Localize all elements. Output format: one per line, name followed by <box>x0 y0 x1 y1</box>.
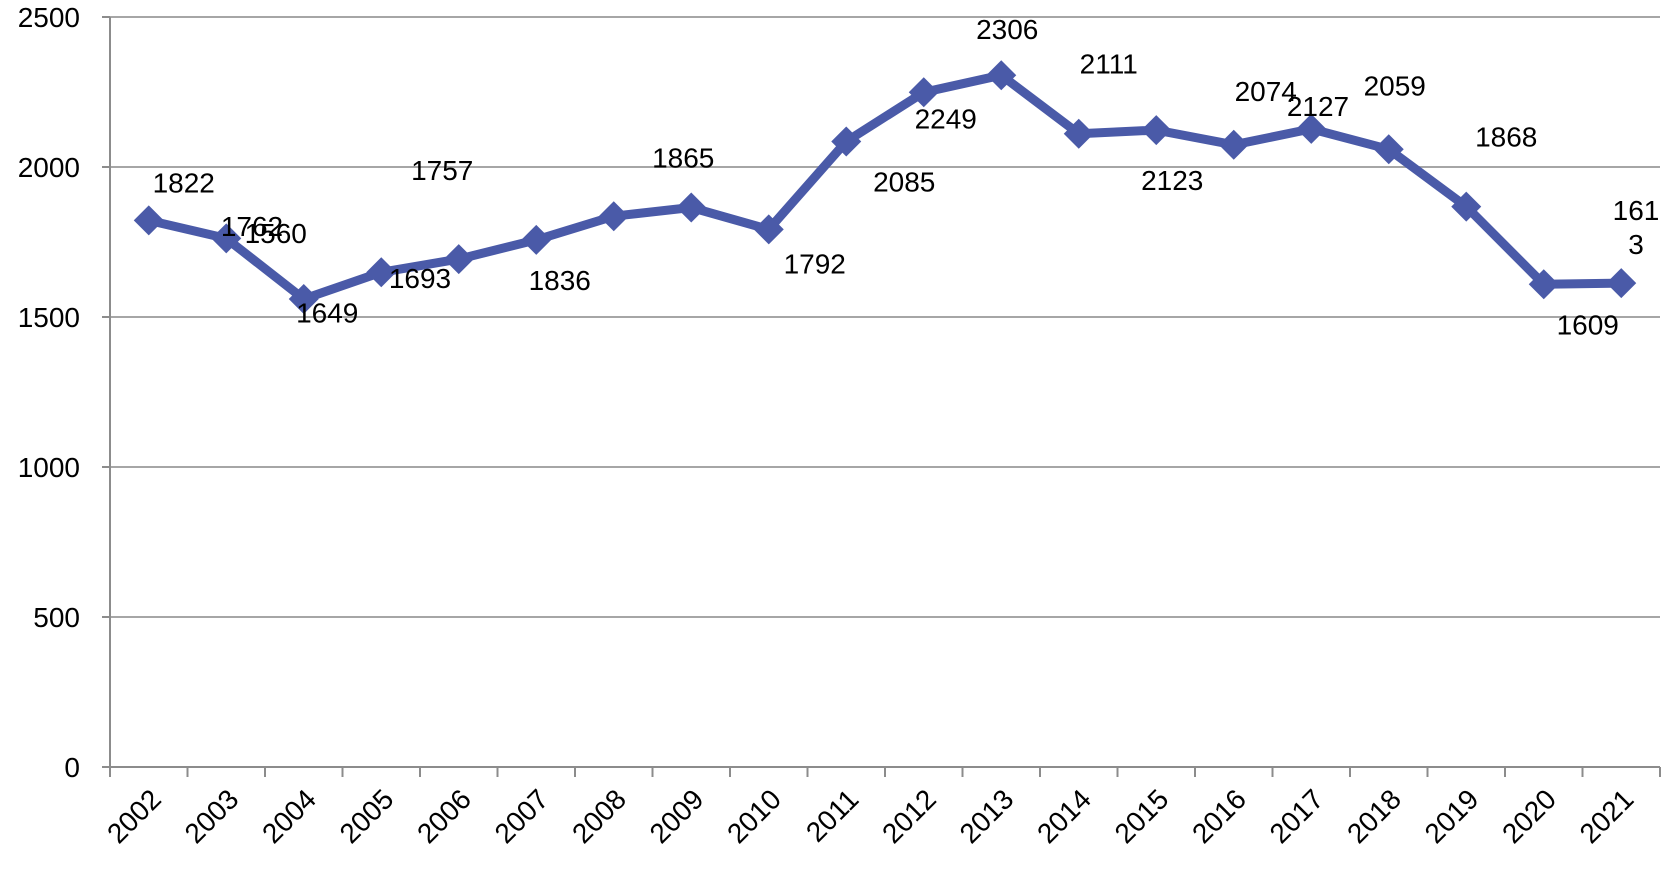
y-tick-label: 0 <box>64 752 80 783</box>
data-point-marker <box>676 192 707 223</box>
data-label: 2123 <box>1141 165 1203 196</box>
data-label: 2074 <box>1235 76 1297 107</box>
data-point-marker <box>366 257 397 288</box>
x-tick-label: 2013 <box>954 783 1020 849</box>
data-label: 1822 <box>153 167 215 198</box>
x-tick-label: 2010 <box>721 783 787 849</box>
x-tick-label: 2015 <box>1109 783 1175 849</box>
data-label: 1609 <box>1557 309 1619 340</box>
data-label: 2306 <box>976 14 1038 45</box>
x-tick-label: 2014 <box>1031 783 1097 849</box>
data-point-marker <box>831 126 862 157</box>
x-tick-label: 2020 <box>1496 783 1562 849</box>
y-tick-label: 1500 <box>18 302 80 333</box>
y-tick-label: 2500 <box>18 2 80 33</box>
x-tick-label: 2018 <box>1341 783 1407 849</box>
y-tick-label: 1000 <box>18 452 80 483</box>
data-point-marker <box>1063 118 1094 149</box>
x-tick-label: 2016 <box>1186 783 1252 849</box>
data-point-marker <box>1218 129 1249 160</box>
x-tick-label: 2002 <box>101 783 167 849</box>
data-label: 161 3 <box>1613 195 1660 260</box>
x-tick-label: 2012 <box>876 783 942 849</box>
data-label-line: 161 <box>1613 195 1660 226</box>
x-axis-ticks: 2002 2003 2004 2005 2006 2007 2008 2009 2010 2011… <box>101 767 1661 849</box>
data-label: 2059 <box>1364 70 1426 101</box>
series-group <box>133 60 1637 314</box>
data-point-marker <box>1141 115 1172 146</box>
data-point-marker <box>986 60 1017 91</box>
x-tick-label: 2007 <box>489 783 555 849</box>
data-point-marker <box>598 201 629 232</box>
y-tick-label: 500 <box>33 602 80 633</box>
series-line <box>144 70 1626 304</box>
x-tick-label: 2011 <box>800 783 865 848</box>
x-tick-label: 2006 <box>411 783 477 849</box>
data-point-marker <box>1606 268 1637 299</box>
data-point-marker <box>521 224 552 255</box>
data-point-marker <box>133 205 164 236</box>
x-tick-label: 2003 <box>179 783 245 849</box>
y-axis-ticks: 0 500 1000 1500 2000 2500 <box>18 2 110 783</box>
data-label: 1693 <box>389 263 451 294</box>
x-tick-label: 2019 <box>1419 783 1485 849</box>
x-tick-label: 2008 <box>566 783 632 849</box>
data-point-marker <box>908 77 939 108</box>
data-point-marker <box>443 244 474 275</box>
gridlines <box>110 16 1660 618</box>
x-tick-label: 2021 <box>1574 783 1640 849</box>
data-point-marker <box>753 214 784 245</box>
data-label: 1762 <box>221 211 283 242</box>
y-tick-label: 2000 <box>18 152 80 183</box>
data-label: 2127 <box>1287 91 1349 122</box>
data-point-marker <box>1296 113 1327 144</box>
data-label: 2111 <box>1080 49 1138 80</box>
data-label: 1560 <box>245 218 307 249</box>
x-tick-label: 2004 <box>256 783 322 849</box>
data-label: 1757 <box>411 155 473 186</box>
data-label: 2249 <box>915 103 977 134</box>
data-label: 1868 <box>1475 122 1537 153</box>
axes <box>102 17 1660 768</box>
data-label: 2085 <box>873 167 935 198</box>
x-tick-label: 2017 <box>1264 783 1330 849</box>
data-point-marker <box>1451 191 1482 222</box>
data-label: 1865 <box>652 143 714 174</box>
x-tick-label: 2005 <box>334 783 400 849</box>
data-point-marker <box>1528 269 1559 300</box>
x-tick-label: 2009 <box>644 783 710 849</box>
data-label: 1836 <box>529 265 591 296</box>
data-label: 1792 <box>784 248 846 279</box>
data-label-line: 3 <box>1628 229 1644 260</box>
data-point-marker <box>211 223 242 254</box>
data-point-marker <box>288 284 319 314</box>
data-point-marker <box>1373 134 1404 165</box>
data-label: 1649 <box>296 297 358 328</box>
